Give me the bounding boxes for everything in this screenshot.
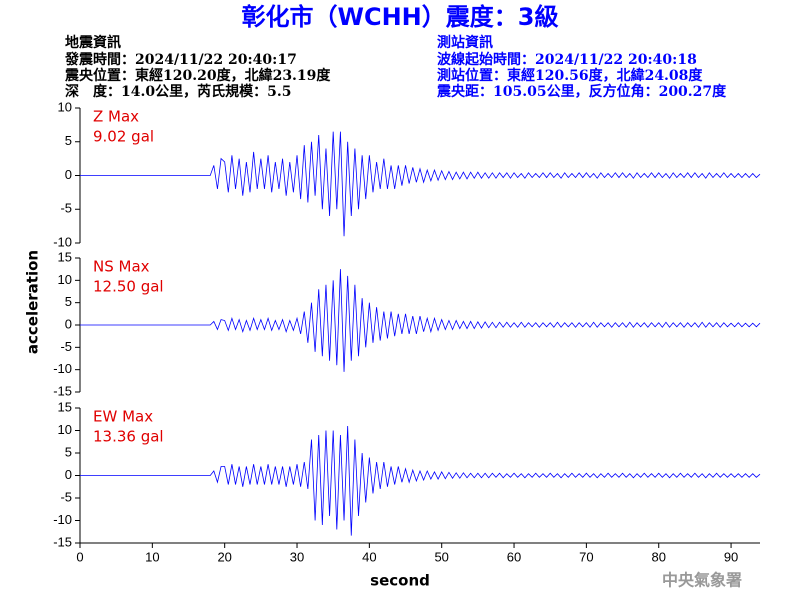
- station-line: 測站資訊: [437, 34, 493, 51]
- x-axis-label: second: [370, 572, 430, 590]
- waveform: [80, 131, 761, 237]
- y-tick-label: 0: [65, 167, 72, 182]
- y-tick-label: 5: [65, 133, 72, 148]
- y-tick-label: -10: [53, 234, 72, 249]
- y-tick-label: -15: [53, 383, 72, 398]
- y-tick-label: -5: [60, 339, 72, 354]
- station-line: 測站位置：東經120.56度，北緯24.08度: [437, 67, 703, 84]
- station-line: 震央距：105.05公里，反方位角：200.27度: [436, 83, 727, 100]
- component-label: EW Max: [93, 408, 153, 426]
- waveform: [80, 425, 761, 536]
- x-tick-label: 0: [76, 549, 83, 564]
- info-line: 發震時間：2024/11/22 20:40:17: [64, 51, 297, 68]
- y-tick-label: -10: [53, 512, 72, 527]
- x-tick-label: 70: [579, 549, 593, 564]
- chart-title: 彰化市（WCHH）震度：3級: [242, 3, 559, 31]
- y-tick-label: -10: [53, 361, 72, 376]
- y-tick-label: -5: [60, 201, 72, 216]
- info-line: 震央位置：東經120.20度，北緯23.19度: [64, 67, 331, 84]
- watermark: 中央氣象署: [662, 571, 742, 590]
- x-tick-label: 20: [217, 549, 231, 564]
- x-tick-label: 40: [362, 549, 376, 564]
- x-tick-label: 30: [290, 549, 304, 564]
- max-label: 13.36 gal: [93, 428, 164, 446]
- component-label: Z Max: [93, 108, 139, 126]
- y-axis-label: acceleration: [24, 250, 42, 354]
- x-tick-label: 80: [651, 549, 665, 564]
- y-tick-label: -5: [60, 489, 72, 504]
- y-tick-label: 0: [65, 316, 72, 331]
- y-tick-label: 5: [65, 444, 72, 459]
- info-line: 地震資訊: [65, 34, 121, 51]
- y-tick-label: 0: [65, 467, 72, 482]
- x-tick-label: 50: [434, 549, 448, 564]
- y-tick-label: 15: [58, 249, 72, 264]
- y-tick-label: 5: [65, 294, 72, 309]
- y-tick-label: -15: [53, 534, 72, 549]
- waveform: [80, 269, 761, 372]
- x-tick-label: 60: [507, 549, 521, 564]
- y-tick-label: 10: [58, 99, 72, 114]
- station-line: 波線起始時間：2024/11/22 20:40:18: [437, 51, 697, 68]
- x-tick-label: 90: [724, 549, 738, 564]
- max-label: 12.50 gal: [93, 278, 164, 296]
- info-line: 深 度：14.0公里，芮氏規模：5.5: [65, 83, 291, 100]
- y-tick-label: 10: [58, 422, 72, 437]
- max-label: 9.02 gal: [93, 128, 154, 146]
- y-tick-label: 10: [58, 272, 72, 287]
- x-tick-label: 10: [145, 549, 159, 564]
- component-label: NS Max: [93, 258, 150, 276]
- y-tick-label: 15: [58, 399, 72, 414]
